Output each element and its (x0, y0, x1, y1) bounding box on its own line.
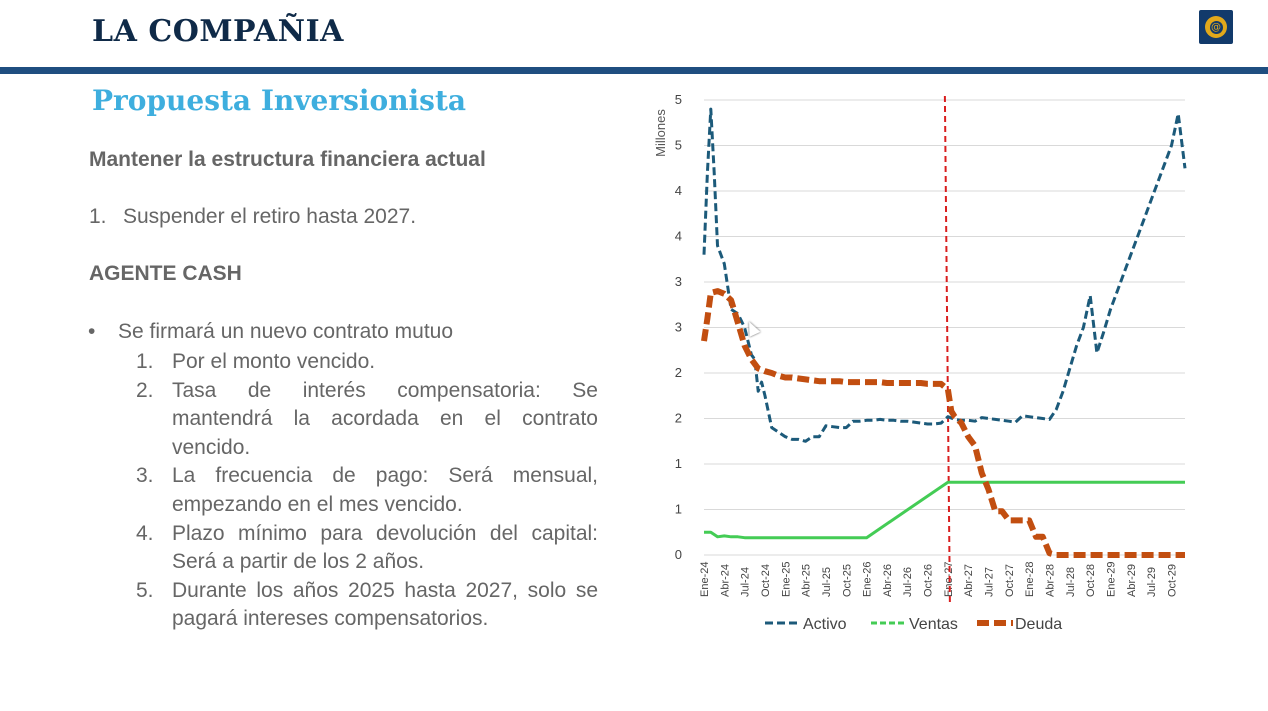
x-tick-label: Jul-29 (1146, 567, 1158, 597)
x-tick-label: Ene-24 (699, 562, 711, 597)
bullet-icon: • (88, 320, 96, 343)
section1-item-number: 1. (89, 205, 107, 228)
y-tick-label: 3 (675, 320, 682, 335)
y-tick-label: 5 (675, 92, 682, 107)
section1-item-text: Suspender el retiro hasta 2027. (123, 205, 417, 228)
list-item-number: 3. (136, 464, 154, 488)
x-tick-label: Ene-26 (862, 562, 874, 597)
section2-bullet: • Se firmará un nuevo contrato mutuo (88, 320, 453, 344)
company-logo: @ (1199, 10, 1233, 44)
x-tick-label: Oct-25 (841, 564, 853, 597)
series-line-deuda (701, 288, 1185, 558)
y-tick-label: 1 (675, 502, 682, 517)
x-tick-label: Abr-27 (963, 564, 975, 597)
y-axis-label: Millones (653, 109, 668, 157)
list-item-text: Durante los años 2025 hasta 2027, solo s… (172, 578, 598, 631)
x-tick-label: Ene-25 (780, 562, 792, 597)
x-tick-label: Abr-24 (719, 564, 731, 597)
section1-heading: Mantener la estructura financiera actual (89, 148, 486, 171)
x-tick-label: Ene-28 (1024, 562, 1036, 597)
list-item-text: Plazo mínimo para devolución del capital… (172, 521, 598, 574)
x-tick-label: Jul-28 (1065, 567, 1077, 597)
vertical-marker-line (943, 95, 951, 604)
list-item-number: 2. (136, 378, 154, 402)
series-line-ventas (704, 480, 1185, 540)
x-tick-label: Abr-26 (882, 564, 894, 597)
section1-item: 1. Suspender el retiro hasta 2027. (89, 205, 416, 229)
list-item: 5. Durante los años 2025 hasta 2027, solo… (136, 577, 598, 634)
section2-bullet-text: Se firmará un nuevo contrato mutuo (118, 320, 454, 343)
y-tick-label: 0 (675, 547, 682, 562)
list-item-text: La frecuencia de pago: Será mensual, emp… (172, 464, 598, 516)
list-item-number: 4. (136, 521, 154, 545)
list-item-text: Por el monto vencido. (172, 350, 376, 373)
legend-label-ventas: Ventas (909, 616, 958, 633)
x-tick-label: Oct-28 (1085, 564, 1097, 597)
x-tick-label: Abr-28 (1045, 564, 1057, 597)
y-tick-label: 4 (675, 183, 682, 198)
x-tick-label: Jul-26 (902, 567, 914, 597)
x-tick-label: Ene-29 (1105, 562, 1117, 597)
x-tick-label: Jul-27 (984, 567, 996, 597)
y-tick-label: 1 (675, 456, 682, 471)
y-tick-label: 2 (675, 365, 682, 380)
contract-terms-list: 1. Por el monto vencido. 2. Tasa de interé… (136, 348, 598, 634)
legend-label-activo: Activo (803, 616, 847, 633)
x-tick-label: Oct-26 (923, 564, 935, 597)
x-tick-label: Abr-25 (801, 564, 813, 597)
slide-subtitle: Propuesta Inversionista (92, 84, 467, 117)
x-tick-label: Oct-29 (1166, 564, 1178, 597)
logo-emblem-icon: @ (1209, 20, 1223, 34)
list-item-text: Tasa de interés compensatoria: Se manten… (172, 378, 598, 459)
y-tick-label: 4 (675, 229, 682, 244)
x-tick-label: Abr-29 (1126, 564, 1138, 597)
x-tick-label: Jul-24 (740, 567, 752, 597)
x-tick-label: Oct-24 (760, 564, 772, 597)
y-tick-label: 2 (675, 411, 682, 426)
list-item: 4. Plazo mínimo para devolución del capit… (136, 520, 598, 577)
x-tick-label: Oct-27 (1004, 564, 1016, 597)
y-tick-label: 5 (675, 138, 682, 153)
list-item: 2. Tasa de interés compensatoria: Se mant… (136, 377, 598, 463)
section2-heading: AGENTE CASH (89, 262, 242, 285)
legend-label-deuda: Deuda (1015, 616, 1062, 633)
series-line-activo (702, 107, 1187, 443)
list-item: 1. Por el monto vencido. (136, 348, 598, 377)
list-item: 3. La frecuencia de pago: Será mensual, e… (136, 462, 598, 519)
financial-projection-chart: Millones 0 1 1 2 2 3 3 4 4 5 5 Ene-24 Abr-24 Jul-24 O… (653, 92, 1187, 633)
header-divider (0, 67, 1268, 74)
y-tick-label: 3 (675, 274, 682, 289)
x-tick-label: Jul-25 (821, 567, 833, 597)
list-item-number: 5. (136, 578, 154, 602)
list-item-number: 1. (136, 350, 154, 373)
page-header-title: LA COMPAÑIA (92, 14, 344, 49)
